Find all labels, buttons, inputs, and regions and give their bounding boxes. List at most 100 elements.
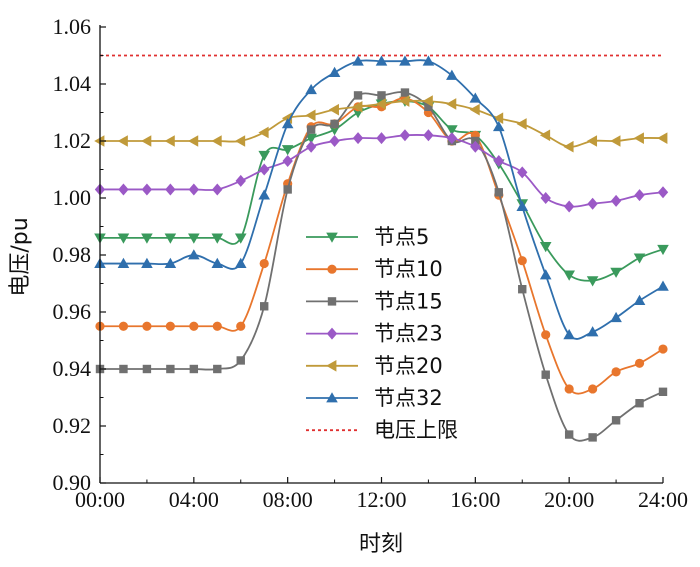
data-point-节点32-19 — [539, 269, 552, 280]
data-point-节点20-10 — [328, 103, 339, 116]
legend: 节点5 节点10 节点15 节点23 节点20 节点32 电压上限 — [306, 225, 458, 442]
data-point-节点32-8 — [281, 118, 294, 129]
data-point-节点10-24 — [658, 344, 668, 354]
data-point-节点15-18 — [518, 285, 527, 294]
data-point-节点20-23 — [633, 132, 644, 144]
y-tick-label: 1.06 — [53, 14, 92, 39]
x-tick-label: 20:00 — [544, 487, 594, 512]
data-point-节点32-23 — [633, 294, 646, 305]
x-axis-title: 时刻 — [359, 532, 403, 557]
data-point-节点23-20 — [563, 200, 575, 213]
data-point-节点15-1 — [119, 364, 128, 374]
data-point-节点23-12 — [376, 132, 387, 145]
data-point-节点5-8 — [281, 145, 294, 156]
y-tick-label: 0.98 — [53, 242, 92, 267]
data-point-节点20-17 — [492, 112, 504, 124]
series-节点15 — [95, 88, 668, 442]
data-point-节点10-2 — [142, 321, 152, 331]
legend-label: 节点32 — [374, 386, 443, 410]
data-point-节点20-13 — [399, 95, 410, 107]
data-point-节点20-11 — [352, 101, 363, 113]
data-point-节点32-2 — [141, 257, 153, 268]
data-point-节点23-10 — [329, 135, 340, 147]
data-point-节点20-16 — [469, 103, 480, 116]
x-tick-label: 04:00 — [169, 487, 219, 512]
x-tick-label: 00:00 — [75, 487, 125, 512]
data-point-节点10-7 — [259, 258, 269, 269]
data-point-节点23-18 — [517, 166, 528, 179]
data-point-节点15-22 — [611, 416, 621, 425]
data-point-节点32-1 — [117, 257, 130, 268]
data-point-节点10-21 — [588, 384, 598, 394]
data-point-节点32-15 — [446, 69, 458, 80]
data-point-节点23-2 — [141, 183, 153, 196]
data-point-节点5-22 — [610, 267, 622, 278]
x-tick-label: 08:00 — [263, 487, 313, 512]
data-point-节点20-4 — [188, 135, 199, 147]
data-point-节点20-14 — [422, 95, 433, 107]
data-point-节点32-6 — [234, 257, 247, 268]
data-point-节点5-6 — [234, 233, 247, 244]
data-point-节点15-24 — [658, 387, 668, 396]
data-point-节点5-2 — [141, 233, 153, 244]
data-point-节点15-3 — [166, 364, 175, 374]
data-point-节点5-1 — [117, 233, 130, 244]
legend-label: 节点20 — [374, 354, 443, 378]
data-point-节点23-15 — [446, 132, 458, 145]
data-point-节点20-2 — [141, 135, 152, 147]
data-point-节点15-9 — [306, 125, 316, 134]
data-point-节点20-6 — [234, 135, 246, 147]
data-point-节点23-1 — [118, 183, 129, 196]
legend-item-节点32: 节点32 — [306, 386, 443, 410]
data-point-节点10-22 — [611, 367, 621, 377]
data-point-节点15-23 — [635, 399, 644, 408]
data-point-节点15-13 — [400, 88, 410, 97]
legend-item-节点23: 节点23 — [306, 322, 443, 346]
data-point-节点15-14 — [424, 102, 433, 111]
data-point-节点10-18 — [517, 256, 527, 266]
data-point-节点5-15 — [446, 125, 458, 136]
data-point-节点15-6 — [236, 356, 245, 365]
data-point-节点20-0 — [94, 135, 105, 147]
data-point-节点15-8 — [283, 185, 292, 194]
data-point-节点20-9 — [305, 109, 316, 122]
series-line-节点5 — [99, 100, 664, 282]
data-point-节点32-24 — [657, 280, 669, 291]
data-point-节点15-4 — [189, 364, 199, 374]
data-point-节点32-20 — [563, 329, 575, 340]
data-point-节点32-12 — [375, 55, 388, 66]
data-point-节点15-5 — [213, 364, 222, 374]
data-point-节点15-2 — [142, 364, 152, 374]
data-point-节点23-4 — [188, 183, 200, 196]
y-tick-label: 1.00 — [53, 185, 92, 210]
x-tick-label: 24:00 — [638, 487, 688, 512]
legend-label: 节点10 — [374, 257, 443, 281]
data-point-节点32-22 — [610, 311, 622, 323]
legend-marker — [326, 392, 338, 403]
data-point-节点32-21 — [586, 326, 599, 337]
legend-marker — [326, 327, 338, 340]
data-point-节点5-9 — [305, 133, 317, 144]
plot-series — [94, 54, 669, 442]
y-axis-title: 电压/pu — [8, 217, 33, 296]
legend-item-节点15: 节点15 — [306, 289, 443, 313]
legend-item-节点10: 节点10 — [306, 257, 443, 281]
data-point-节点23-22 — [610, 194, 622, 207]
data-point-节点32-17 — [492, 120, 505, 132]
data-point-节点23-9 — [305, 140, 317, 153]
data-point-节点23-21 — [587, 197, 598, 210]
y-tick-label: 0.96 — [53, 299, 92, 324]
data-point-节点32-9 — [305, 83, 317, 95]
data-point-节点32-7 — [258, 189, 271, 200]
data-point-节点23-16 — [470, 140, 481, 153]
data-point-节点10-6 — [236, 321, 246, 331]
data-point-节点20-18 — [516, 118, 527, 130]
x-tick-label: 12:00 — [356, 487, 406, 512]
data-point-节点20-3 — [164, 135, 175, 147]
legend-marker — [326, 360, 337, 372]
data-point-节点10-4 — [189, 321, 199, 331]
data-point-节点23-17 — [493, 154, 504, 167]
data-point-节点23-11 — [352, 132, 364, 145]
data-point-节点10-3 — [165, 321, 175, 331]
